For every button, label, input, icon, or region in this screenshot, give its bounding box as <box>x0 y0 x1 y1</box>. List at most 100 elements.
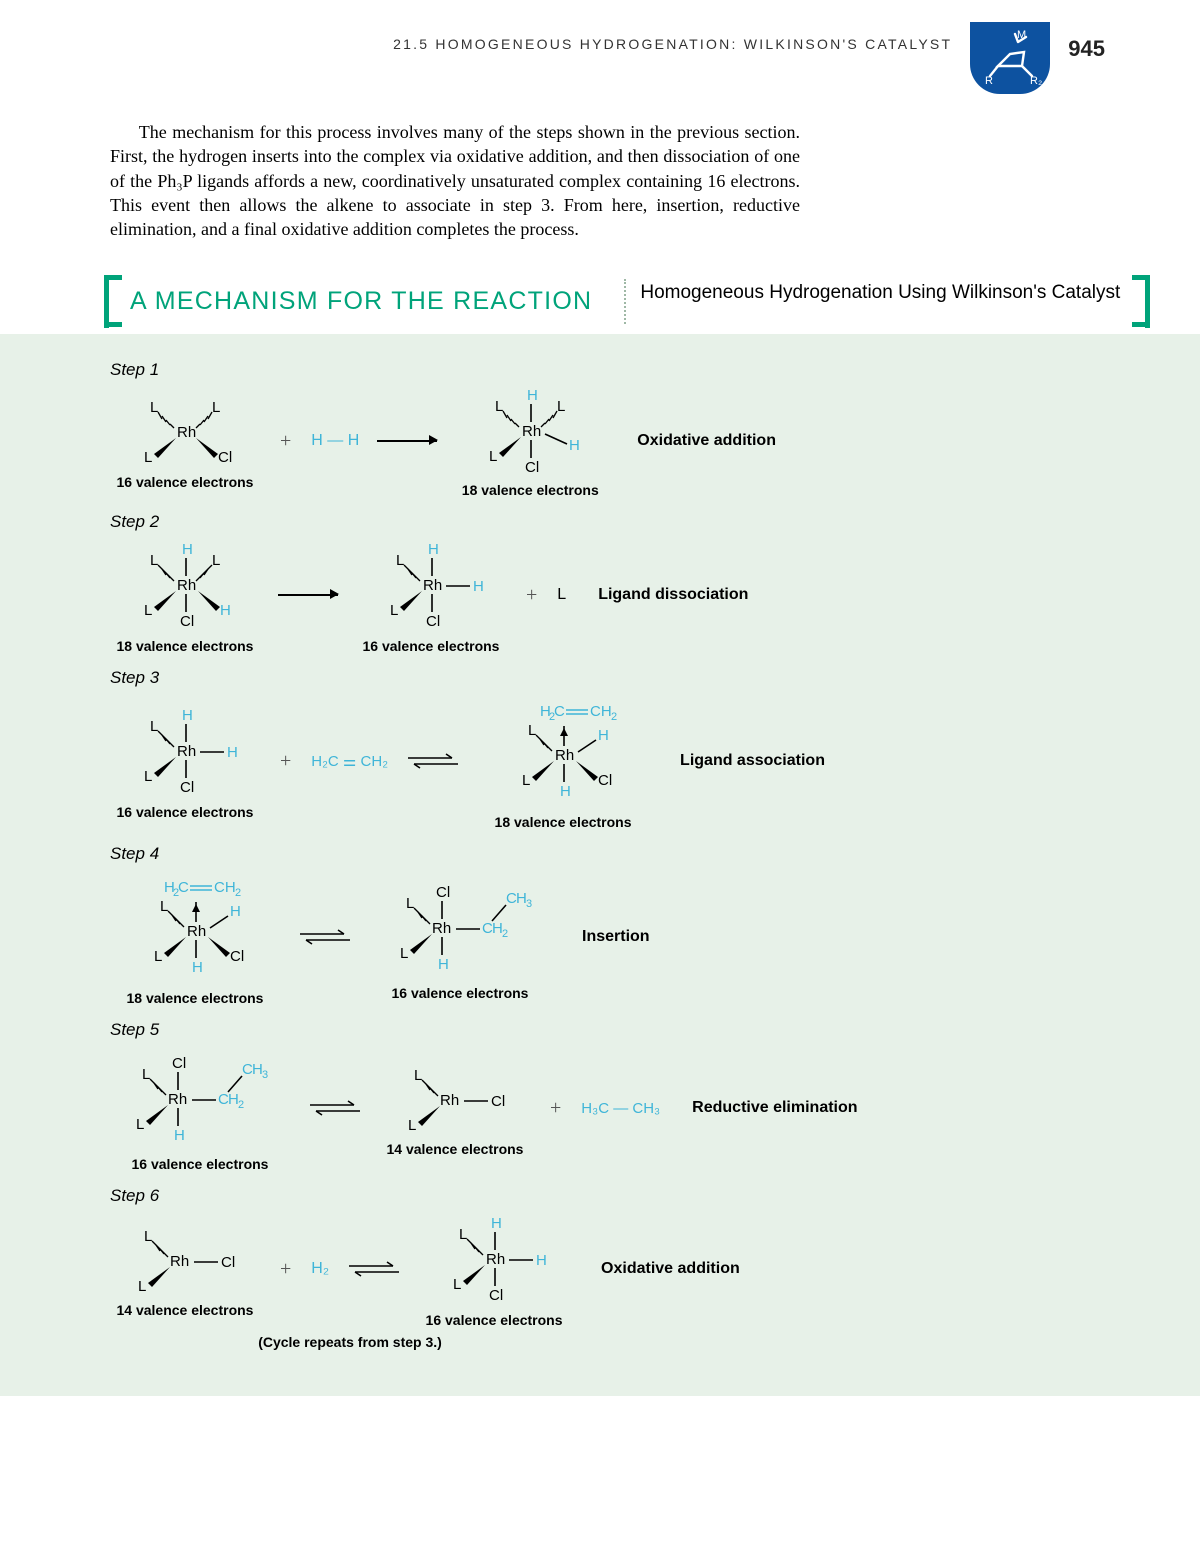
svg-text:H: H <box>527 387 538 404</box>
svg-text:L: L <box>495 398 503 415</box>
electron-count: 16 valence electrons <box>392 985 529 1001</box>
svg-text:L: L <box>459 1226 467 1243</box>
equilibrium-arrow-icon <box>347 1259 401 1279</box>
svg-text:L: L <box>400 945 408 962</box>
svg-text:Rh: Rh <box>440 1092 459 1109</box>
svg-text:C: C <box>554 703 565 720</box>
svg-text:L: L <box>154 948 162 965</box>
svg-text:L: L <box>150 399 158 416</box>
equilibrium-arrow-icon <box>406 751 460 771</box>
svg-text:Cl: Cl <box>525 459 539 476</box>
electron-count: 16 valence electrons <box>426 1312 563 1328</box>
dihydrogen: H — H <box>311 432 359 450</box>
svg-text:Cl: Cl <box>180 613 194 630</box>
step-label: Step 4 <box>110 844 1200 864</box>
ethene: H₂C ⚌ CH₂ <box>311 752 388 770</box>
plus-icon: + <box>524 584 539 607</box>
svg-text:Cl: Cl <box>221 1254 235 1271</box>
svg-text:CH: CH <box>590 703 612 720</box>
svg-text:R₂: R₂ <box>1030 75 1042 87</box>
svg-text:L: L <box>522 772 530 789</box>
svg-text:Cl: Cl <box>180 779 194 796</box>
step-name: Ligand association <box>666 751 825 772</box>
svg-text:L: L <box>136 1116 144 1133</box>
svg-text:Rh: Rh <box>187 923 206 940</box>
mechanism-title: A MECHANISM FOR THE REACTION <box>122 275 610 328</box>
svg-text:H: H <box>227 744 238 761</box>
equilibrium-arrow-icon <box>298 927 352 947</box>
reaction-row: Rh LL L Cl 16 valence electrons + H <box>110 384 1200 498</box>
product-complex: Rh L L H H Cl 16 valence electrons <box>356 536 506 654</box>
product-complex: Rh L L Cl H CH2 CH3 16 valence electrons <box>370 873 550 1001</box>
step-label: Step 6 <box>110 1186 1200 1206</box>
svg-text:L: L <box>489 448 497 465</box>
svg-text:L: L <box>142 1066 150 1083</box>
product-complex: Rh L L Cl 14 valence electrons <box>380 1059 530 1157</box>
svg-text:L: L <box>408 1117 416 1134</box>
mechanism-panel: Step 1 Rh LL L Cl 16 v <box>0 334 1200 1396</box>
product-complex: Rh LL L H H Cl 18 valence electrons <box>455 384 605 498</box>
svg-text:Rh: Rh <box>168 1091 187 1108</box>
reaction-row: Rh LL L H H Cl 18 valence electrons <box>110 536 1200 654</box>
svg-text:L: L <box>528 722 536 739</box>
step-3: Step 3 Rh L L H H Cl 16 valence electro <box>0 668 1200 836</box>
electron-count: 18 valence electrons <box>462 482 599 498</box>
electron-count: 14 valence electrons <box>387 1141 524 1157</box>
svg-text:Rh: Rh <box>170 1253 189 1270</box>
svg-text:2: 2 <box>235 887 241 899</box>
electron-count: 18 valence electrons <box>117 638 254 654</box>
reactant-complex: Rh LL L H H Cl 18 valence electrons <box>110 536 260 654</box>
arrow-icon <box>377 434 437 448</box>
svg-text:Cl: Cl <box>598 772 612 789</box>
svg-text:L: L <box>138 1278 146 1295</box>
svg-text:Cl: Cl <box>172 1055 186 1072</box>
electron-count: 18 valence electrons <box>495 814 632 830</box>
electron-count: 14 valence electrons <box>117 1302 254 1318</box>
svg-text:Rh: Rh <box>486 1251 505 1268</box>
step-label: Step 1 <box>110 360 1200 380</box>
svg-text:H: H <box>438 956 449 973</box>
svg-text:3: 3 <box>526 898 532 910</box>
step-label: Step 3 <box>110 668 1200 688</box>
svg-text:L: L <box>144 449 152 466</box>
dihydrogen: H₂ <box>311 1260 329 1278</box>
svg-text:2: 2 <box>238 1099 244 1111</box>
ethane-product: H₃C — CH₃ <box>581 1100 660 1117</box>
plus-icon: + <box>278 1258 293 1281</box>
reactant-complex: Rh LL L Cl 16 valence electrons <box>110 392 260 490</box>
plus-icon: + <box>278 750 293 773</box>
svg-text:Rh: Rh <box>177 424 196 441</box>
svg-text:Cl: Cl <box>230 948 244 965</box>
reactant-complex: Rh L L Cl 14 valence electrons <box>110 1220 260 1318</box>
intro-paragraph: The mechanism for this process involves … <box>110 120 800 241</box>
chapter-badge-icon: M R R₂ <box>970 22 1050 94</box>
svg-text:H: H <box>473 578 484 595</box>
arrow-icon <box>278 588 338 602</box>
svg-text:H: H <box>182 541 193 558</box>
step-2: Step 2 Rh LL L H H Cl 18 <box>0 512 1200 660</box>
svg-text:H: H <box>569 437 580 454</box>
step-4: Step 4 Rh L L Cl H H H <box>0 844 1200 1012</box>
step-name: Ligand dissociation <box>584 585 748 606</box>
svg-text:Rh: Rh <box>522 423 541 440</box>
product-complex: Rh L L H H Cl 16 valence electrons <box>419 1210 569 1328</box>
svg-text:H: H <box>230 903 241 920</box>
svg-text:L: L <box>396 552 404 569</box>
step-name: Reductive elimination <box>678 1098 857 1119</box>
svg-text:2: 2 <box>611 711 617 723</box>
svg-text:Rh: Rh <box>423 577 442 594</box>
svg-text:H: H <box>536 1252 547 1269</box>
svg-text:L: L <box>150 552 158 569</box>
cycle-note: (Cycle repeats from step 3.) <box>110 1334 590 1350</box>
svg-text:CH: CH <box>214 879 236 896</box>
svg-text:H: H <box>182 707 193 724</box>
svg-text:H: H <box>192 959 203 976</box>
running-head: 21.5 HOMOGENEOUS HYDROGENATION: WILKINSO… <box>0 0 1200 94</box>
plus-icon: + <box>278 430 293 453</box>
svg-text:2: 2 <box>502 928 508 940</box>
reactant-complex: Rh L L Cl H H H2C CH2 <box>110 868 280 1006</box>
mechanism-heading: A MECHANISM FOR THE REACTION Homogeneous… <box>0 275 1200 328</box>
electron-count: 18 valence electrons <box>127 990 264 1006</box>
svg-text:Rh: Rh <box>555 747 574 764</box>
svg-text:Cl: Cl <box>218 449 232 466</box>
